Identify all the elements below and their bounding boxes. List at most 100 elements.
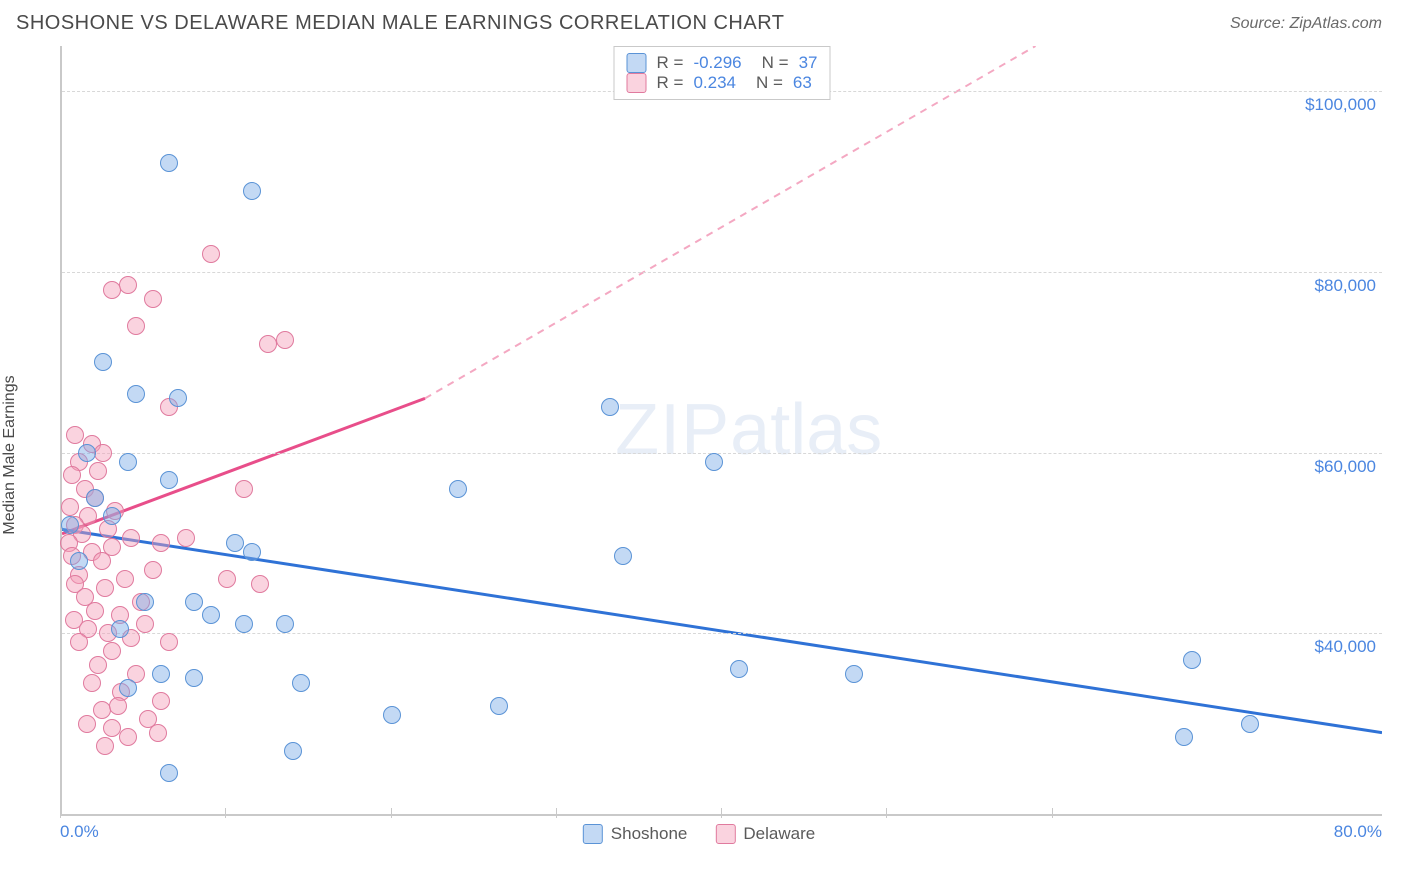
swatch-series2-icon [715,824,735,844]
correlation-legend: R = -0.296 N = 37 R = 0.234 N = 63 [614,46,831,100]
marker-shoshone [730,660,748,678]
marker-delaware [66,426,84,444]
y-tick-label: $100,000 [1305,95,1376,115]
chart-source: Source: ZipAtlas.com [1230,15,1382,33]
marker-delaware [70,633,88,651]
y-axis-label: Median Male Earnings [1,375,19,534]
marker-delaware [122,529,140,547]
marker-shoshone [276,615,294,633]
marker-delaware [177,529,195,547]
legend-row: R = -0.296 N = 37 [627,53,818,73]
swatch-series1-icon [583,824,603,844]
marker-shoshone [160,764,178,782]
marker-delaware [78,715,96,733]
x-tick [721,808,722,818]
marker-delaware [94,444,112,462]
x-tick [556,808,557,818]
series-legend: Shoshone Delaware [583,824,815,844]
legend-label: Shoshone [611,824,688,844]
marker-delaware [136,615,154,633]
n-label: N = [762,53,789,73]
marker-shoshone [226,534,244,552]
gridline [62,272,1382,273]
marker-shoshone [490,697,508,715]
marker-shoshone [1175,728,1193,746]
marker-delaware [152,692,170,710]
chart-area: Median Male Earnings ZIPatlas R = -0.296… [16,46,1382,864]
marker-shoshone [86,489,104,507]
marker-delaware [61,498,79,516]
marker-delaware [251,575,269,593]
marker-shoshone [127,385,145,403]
legend-item: Delaware [715,824,815,844]
marker-shoshone [61,516,79,534]
marker-shoshone [243,182,261,200]
marker-shoshone [243,543,261,561]
y-tick-label: $60,000 [1315,457,1376,477]
marker-delaware [276,331,294,349]
marker-delaware [160,633,178,651]
swatch-series2-icon [627,73,647,93]
watermark: ZIPatlas [615,389,882,471]
marker-shoshone [152,665,170,683]
marker-shoshone [614,547,632,565]
marker-shoshone [103,507,121,525]
y-tick-label: $40,000 [1315,637,1376,657]
n-label: N = [756,73,783,93]
marker-delaware [127,317,145,335]
marker-delaware [89,656,107,674]
marker-delaware [202,245,220,263]
n-value: 63 [793,73,812,93]
x-axis-max-label: 80.0% [1334,822,1382,842]
r-value: -0.296 [693,53,741,73]
y-tick-label: $80,000 [1315,276,1376,296]
marker-delaware [109,697,127,715]
marker-shoshone [202,606,220,624]
marker-shoshone [383,706,401,724]
marker-delaware [89,462,107,480]
marker-shoshone [705,453,723,471]
marker-shoshone [1241,715,1259,733]
marker-shoshone [78,444,96,462]
marker-shoshone [292,674,310,692]
marker-delaware [119,728,137,746]
x-axis-min-label: 0.0% [60,822,99,842]
x-tick [886,808,887,818]
marker-delaware [103,719,121,737]
marker-shoshone [119,679,137,697]
r-label: R = [657,53,684,73]
marker-shoshone [185,593,203,611]
marker-delaware [116,570,134,588]
marker-shoshone [169,389,187,407]
marker-delaware [235,480,253,498]
marker-delaware [152,534,170,552]
watermark-atlas: atlas [730,390,882,470]
marker-delaware [103,281,121,299]
marker-shoshone [136,593,154,611]
marker-shoshone [284,742,302,760]
marker-shoshone [185,669,203,687]
marker-shoshone [94,353,112,371]
marker-delaware [93,701,111,719]
n-value: 37 [799,53,818,73]
marker-shoshone [601,398,619,416]
marker-shoshone [160,471,178,489]
x-tick [60,808,61,818]
legend-row: R = 0.234 N = 63 [627,73,818,93]
x-tick [225,808,226,818]
marker-delaware [144,561,162,579]
marker-shoshone [160,154,178,172]
marker-delaware [86,602,104,620]
plot-region: ZIPatlas R = -0.296 N = 37 R = 0.234 N =… [60,46,1382,816]
marker-delaware [103,642,121,660]
marker-delaware [96,737,114,755]
r-value: 0.234 [693,73,736,93]
marker-delaware [259,335,277,353]
marker-shoshone [845,665,863,683]
marker-delaware [218,570,236,588]
marker-shoshone [449,480,467,498]
gridline [62,633,1382,634]
marker-delaware [96,579,114,597]
gridline [62,453,1382,454]
marker-shoshone [111,620,129,638]
